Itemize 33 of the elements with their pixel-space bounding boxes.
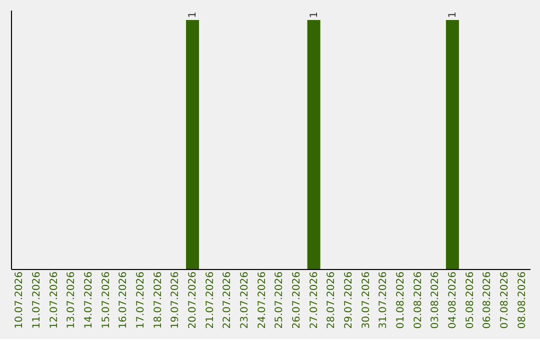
x-tick-label: 18.07.2026 <box>152 272 164 329</box>
x-tick-label: 20.07.2026 <box>188 272 199 329</box>
data-label: 1 <box>188 12 199 18</box>
x-tick-label: 14.07.2026 <box>84 272 95 329</box>
x-tick-label: 17.07.2026 <box>136 272 147 329</box>
x-tick-label: 27.07.2026 <box>308 272 320 329</box>
data-label: 1 <box>308 12 320 18</box>
x-tick-label: 11.07.2026 <box>32 272 43 329</box>
x-tick-label: 25.07.2026 <box>274 272 286 329</box>
x-tick-label: 16.07.2026 <box>118 272 130 329</box>
x-tick-label: 06.08.2026 <box>482 272 494 329</box>
x-tick-label: 01.08.2026 <box>395 272 406 329</box>
x-tick-label: 03.08.2026 <box>430 272 442 329</box>
x-tick-label: 23.07.2026 <box>240 272 251 329</box>
x-tick-label: 02.08.2026 <box>412 272 424 329</box>
x-tick-label: 21.07.2026 <box>204 272 216 329</box>
x-tick-label: 04.08.2026 <box>447 272 458 329</box>
x-tick-label: 31.07.2026 <box>378 272 390 329</box>
x-tick-label: 28.07.2026 <box>326 272 338 329</box>
x-tick-label: 26.07.2026 <box>291 272 302 329</box>
x-tick-label: 10.07.2026 <box>14 272 26 329</box>
x-tick-label: 05.08.2026 <box>464 272 476 329</box>
x-tick-label: 13.07.2026 <box>66 272 78 329</box>
x-tick-label: 15.07.2026 <box>100 272 112 329</box>
x-tick-label: 22.07.2026 <box>222 272 234 329</box>
x-tick-label: 19.07.2026 <box>170 272 182 329</box>
data-label: 1 <box>447 12 458 18</box>
x-tick-label: 29.07.2026 <box>343 272 354 329</box>
x-tick-label: 08.08.2026 <box>516 272 528 329</box>
x-tick-label: 24.07.2026 <box>256 272 268 329</box>
x-tick-label: 12.07.2026 <box>48 272 60 329</box>
x-tick-label: 30.07.2026 <box>360 272 372 329</box>
x-tick-label: 07.08.2026 <box>499 272 510 329</box>
